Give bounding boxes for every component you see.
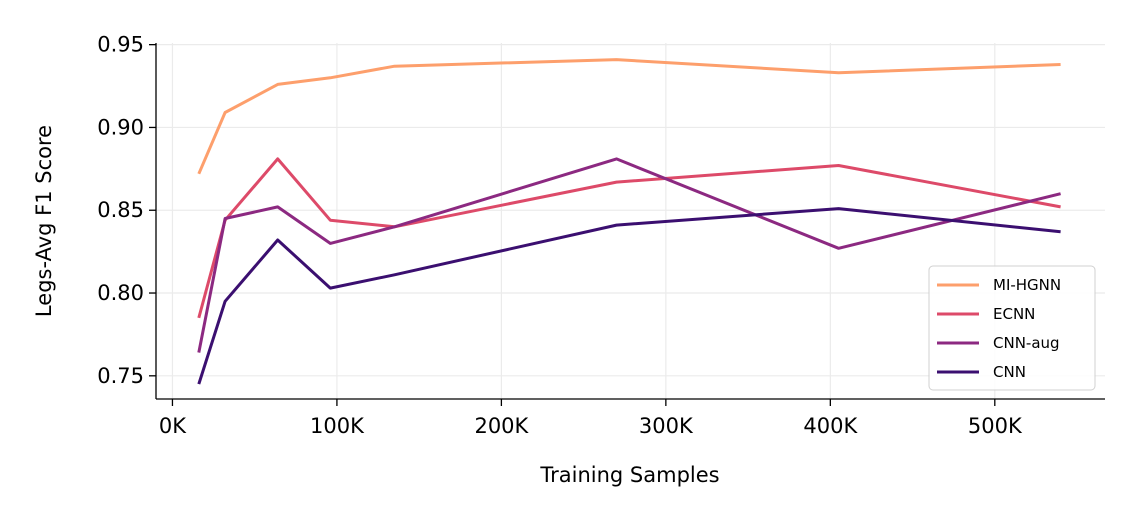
x-tick-label: 0K — [159, 414, 187, 438]
y-tick-label: 0.80 — [97, 281, 144, 305]
series-line-cnn-aug — [197, 157, 1061, 353]
legend-box — [928, 265, 1096, 391]
grid — [156, 43, 1105, 399]
y-tick-label: 0.85 — [97, 198, 144, 222]
series-line-cnn — [197, 207, 1061, 385]
legend-label-ecnn: ECNN — [993, 305, 1035, 323]
x-axis-title: Training Samples — [539, 463, 719, 487]
legend: MI-HGNN ECNN CNN-aug CNN — [928, 265, 1096, 391]
axes — [155, 43, 1105, 400]
y-tick-label: 0.75 — [97, 364, 144, 388]
x-tick-label: 500K — [968, 414, 1023, 438]
ticks: 0K 100K 200K 300K 400K 500K 0.75 0.80 0.85 0.90 0.… — [97, 33, 1023, 438]
legend-label-cnn-aug: CNN-aug — [993, 334, 1060, 352]
x-tick-label: 100K — [310, 414, 365, 438]
series-lines — [197, 58, 1061, 385]
x-tick-label: 200K — [474, 414, 529, 438]
x-tick-label: 400K — [803, 414, 858, 438]
y-tick-label: 0.95 — [97, 33, 144, 57]
series-line-ecnn — [197, 157, 1061, 319]
x-tick-label: 300K — [639, 414, 694, 438]
legend-label-mi-hgnn: MI-HGNN — [993, 276, 1061, 294]
y-tick-label: 0.90 — [97, 115, 144, 139]
y-axis-title: Legs-Avg F1 Score — [32, 125, 56, 317]
series-line-mi-hgnn — [197, 58, 1061, 175]
legend-label-cnn: CNN — [993, 363, 1026, 381]
